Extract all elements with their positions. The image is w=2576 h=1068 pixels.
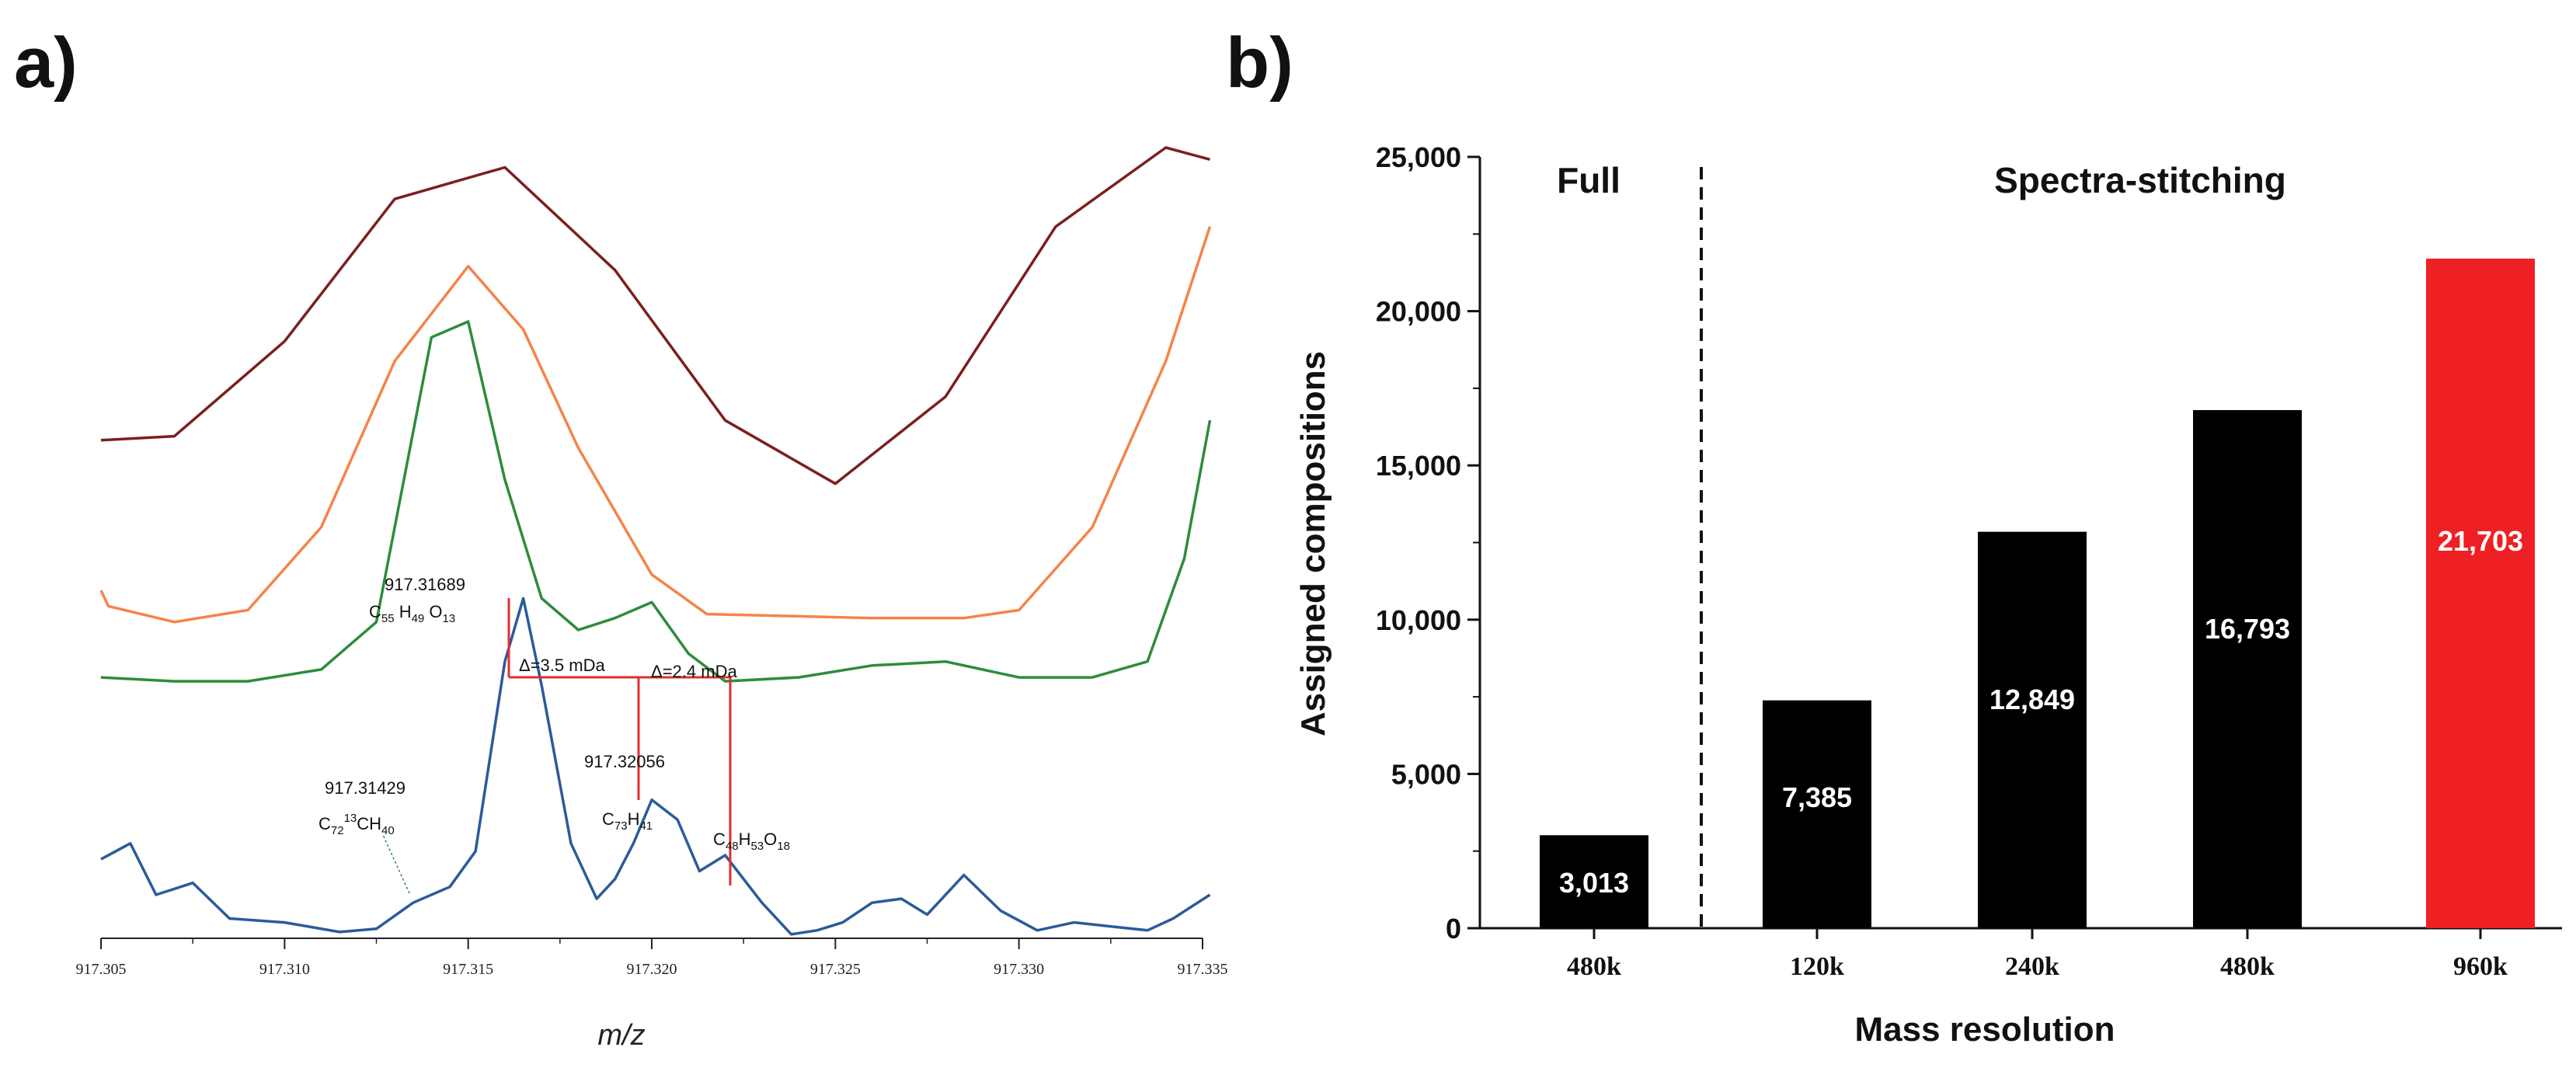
panel-b-bar-chart: b) 25,000 20,000 15,000 10,000 5,000 0 3,013 7… <box>1226 23 2562 1049</box>
bar-480k <box>2193 410 2302 928</box>
group-label-full: Full <box>1557 160 1620 200</box>
y-tick-label: 0 <box>1446 913 1461 945</box>
bars: 3,013 7,385 12,849 16,793 21,703 <box>1540 259 2535 928</box>
series-line-trace-2 <box>101 227 1210 622</box>
x-tick-label: 917.305 <box>76 961 127 978</box>
bar-240k <box>1978 532 2087 928</box>
delta-label-2: Δ=2.4 mDa <box>651 662 737 681</box>
x-category-label: 480k <box>2220 952 2275 981</box>
x-category-label: 960k <box>2453 952 2508 981</box>
panel-a-x-ticks: 917.305 917.310 917.315 917.320 917.325 917.3… <box>76 938 1228 978</box>
annotation-formula-1: C55 H49 O13 <box>369 602 455 625</box>
x-tick-label: 917.320 <box>627 961 677 978</box>
annotation-mass-3: 917.32056 <box>584 752 665 771</box>
x-category-label: 240k <box>2005 952 2059 981</box>
delta-label-1: Δ=3.5 mDa <box>519 656 605 675</box>
panel-a-traces <box>101 148 1210 934</box>
bar-value-label: 3,013 <box>1559 867 1629 899</box>
y-tick-label: 20,000 <box>1376 296 1461 328</box>
y-tick-label: 10,000 <box>1376 604 1461 636</box>
y-ticks: 25,000 20,000 15,000 10,000 5,000 0 <box>1376 141 1480 945</box>
x-category-label: 120k <box>1790 952 1844 981</box>
series-line-trace-3 <box>101 322 1210 681</box>
x-category-label: 480k <box>1567 952 1621 981</box>
group-label-stitching: Spectra-stitching <box>1994 160 2286 200</box>
x-tick-label: 917.325 <box>810 961 861 978</box>
annotation-formula-4: C48H53O18 <box>713 830 790 853</box>
annotation-mass-2: 917.31429 <box>325 778 406 798</box>
bar-120k <box>1763 701 1871 928</box>
panel-b-label: b) <box>1226 23 1293 103</box>
bar-value-label: 16,793 <box>2205 613 2290 645</box>
annotation-leader-line <box>383 835 409 893</box>
bar-value-label: 21,703 <box>2438 525 2523 557</box>
y-axis-title: Assigned compositions <box>1294 351 1332 736</box>
bar-value-label: 12,849 <box>1989 684 2075 715</box>
figure: a) 917.305 917.310 917.315 917.320 917.325 91… <box>0 0 2576 1068</box>
series-line-trace-1 <box>101 148 1210 484</box>
delta-markers <box>509 598 730 885</box>
panel-a-spectra: a) 917.305 917.310 917.315 917.320 917.325 91… <box>14 23 1228 1052</box>
x-axis-title: Mass resolution <box>1855 1011 2115 1049</box>
x-tick-label: 917.330 <box>994 961 1044 978</box>
x-tick-label: 917.315 <box>443 961 493 978</box>
bar-value-label: 7,385 <box>1782 781 1852 813</box>
panel-a-x-title: m/z <box>597 1019 645 1052</box>
x-tick-label: 917.335 <box>1178 961 1228 978</box>
y-tick-label: 15,000 <box>1376 450 1461 482</box>
annotation-formula-2: C7213CH40 <box>319 812 395 837</box>
y-tick-label: 5,000 <box>1391 758 1461 790</box>
x-tick-label: 917.310 <box>259 961 310 978</box>
annotation-mass-1: 917.31689 <box>385 575 465 594</box>
bar-960k <box>2426 259 2535 928</box>
x-ticks: 480k 120k 240k 480k 960k <box>1567 928 2508 981</box>
y-tick-label: 25,000 <box>1376 141 1461 173</box>
panel-a-label: a) <box>14 23 78 103</box>
